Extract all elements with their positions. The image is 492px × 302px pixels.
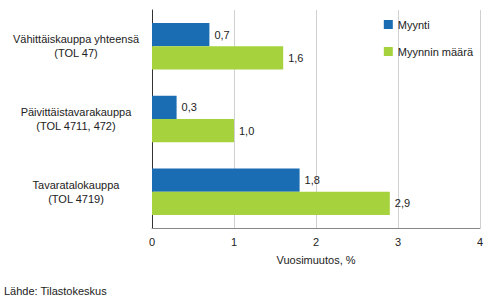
svg-text:Vähittäiskauppa yhteensä: Vähittäiskauppa yhteensä [13, 33, 140, 45]
svg-text:(TOL 47): (TOL 47) [54, 47, 97, 59]
svg-text:Päivittäistavarakauppa: Päivittäistavarakauppa [21, 106, 133, 118]
svg-text:Myynti: Myynti [398, 19, 430, 31]
svg-text:1,6: 1,6 [288, 52, 303, 64]
svg-text:0: 0 [149, 236, 155, 248]
svg-text:Lähde: Tilastokeskus: Lähde: Tilastokeskus [4, 285, 107, 297]
svg-text:0,3: 0,3 [182, 101, 197, 113]
svg-text:3: 3 [395, 236, 401, 248]
svg-text:(TOL 4711, 472): (TOL 4711, 472) [36, 120, 115, 132]
svg-text:1,8: 1,8 [305, 174, 320, 186]
svg-text:0,7: 0,7 [214, 29, 229, 41]
svg-text:4: 4 [477, 236, 483, 248]
svg-text:Myynnin määrä: Myynnin määrä [398, 46, 474, 58]
svg-text:2: 2 [313, 236, 319, 248]
svg-text:1,0: 1,0 [239, 125, 254, 137]
svg-text:2,9: 2,9 [395, 197, 410, 209]
svg-text:(TOL 4719): (TOL 4719) [48, 193, 104, 205]
svg-text:Tavaratalokauppa: Tavaratalokauppa [33, 179, 121, 191]
svg-text:Vuosimuutos, %: Vuosimuutos, % [276, 254, 355, 266]
svg-text:1: 1 [231, 236, 237, 248]
